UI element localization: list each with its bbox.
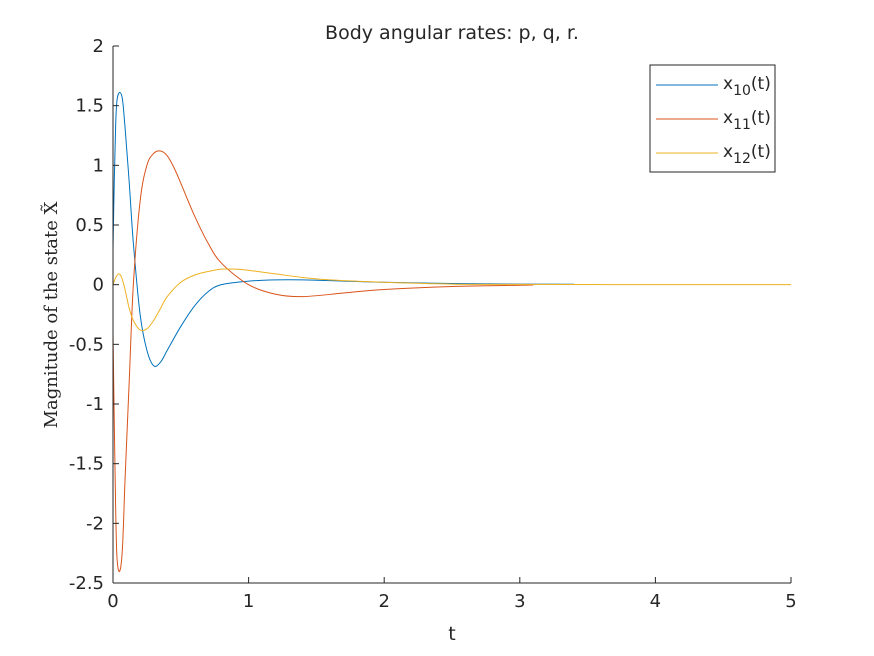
- y-tick-label: 1.5: [75, 96, 104, 117]
- legend-label-subscript: 11: [733, 117, 751, 133]
- legend-label-base: x: [723, 74, 733, 94]
- legend-label-base: x: [723, 108, 733, 128]
- series-layer: [112, 92, 792, 573]
- legend-label-suffix: (t): [751, 74, 771, 94]
- series-line-12: [112, 268, 792, 332]
- series-line-11: [112, 150, 534, 573]
- legend-label-base: x: [723, 142, 733, 162]
- x-tick-label: 4: [650, 591, 661, 612]
- legend-label-12: x12(t): [723, 142, 771, 167]
- chart-title: Body angular rates: p, q, r.: [325, 22, 579, 44]
- legend-label-10: x10(t): [723, 74, 771, 99]
- y-tick-label: -0.5: [69, 334, 104, 355]
- x-tick-label: 1: [243, 591, 254, 612]
- y-tick-label: 0: [93, 275, 104, 296]
- y-tick-label: -1.5: [69, 454, 104, 475]
- y-tick-label: 1: [93, 155, 104, 176]
- y-ticks: 2 1.5 1 0.5 0 -0.5 -1 -1.5 -2 -2.5: [69, 36, 119, 594]
- y-tick-label: -2: [86, 513, 104, 534]
- legend-label-suffix: (t): [751, 108, 771, 128]
- y-tick-label: 2: [93, 36, 104, 57]
- x-tick-label: 2: [378, 591, 389, 612]
- legend-label-subscript: 10: [733, 83, 751, 99]
- legend: x10(t)x11(t)x12(t): [649, 64, 776, 173]
- x-tick-label: 3: [514, 591, 525, 612]
- y-axis-label: Magnitude of the state X̃: [40, 201, 62, 428]
- axis-lines: [112, 46, 791, 584]
- y-tick-label: -1: [86, 394, 104, 415]
- x-axis-label: t: [448, 623, 455, 645]
- x-tick-label: 0: [107, 591, 118, 612]
- legend-label-suffix: (t): [751, 142, 771, 162]
- x-tick-label: 5: [785, 591, 796, 612]
- legend-label-11: x11(t): [723, 108, 771, 133]
- y-tick-label: 0.5: [75, 215, 104, 236]
- x-ticks: 0 1 2 3 4 5: [107, 577, 797, 612]
- y-tick-label: -2.5: [69, 573, 104, 594]
- legend-label-subscript: 12: [733, 151, 751, 167]
